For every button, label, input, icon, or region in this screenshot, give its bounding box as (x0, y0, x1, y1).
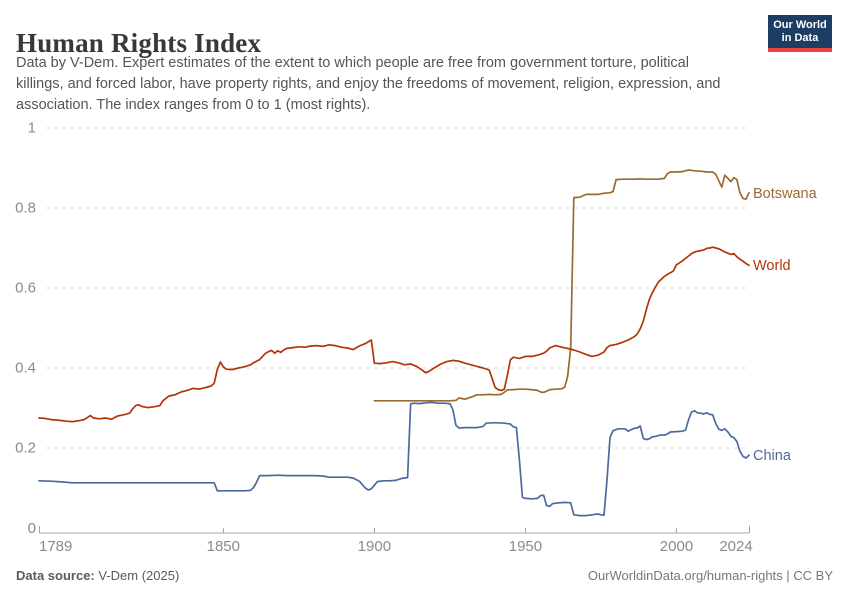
page-title: Human Rights Index (16, 28, 262, 59)
x-axis-tick-label: 2000 (660, 538, 693, 555)
x-axis-tick-label: 1900 (358, 538, 391, 555)
x-axis-tick-label: 1850 (207, 538, 240, 555)
owid-logo-line2: in Data (781, 32, 819, 44)
series-label-china[interactable]: China (753, 448, 792, 464)
data-source-value: V-Dem (2025) (94, 568, 180, 583)
chart-subtitle: Data by V-Dem. Expert estimates of the e… (16, 53, 720, 116)
y-axis-tick-label: 1 (28, 120, 36, 137)
x-axis-tick-label: 1950 (509, 538, 542, 555)
data-source-note: Data source: V-Dem (2025) (16, 568, 179, 583)
series-label-world[interactable]: World (753, 258, 791, 274)
subtitle-line: Data by V-Dem. Expert estimates of the e… (16, 55, 689, 71)
owid-logo-line1: Our World (773, 19, 827, 31)
y-axis-tick-label: 0 (28, 520, 36, 537)
subtitle-line: killings, and forced labor, have propert… (16, 76, 721, 92)
x-axis-tick-label: 2024 (719, 538, 752, 555)
owid-logo[interactable]: Our World in Data (768, 15, 832, 52)
series-label-botswana[interactable]: Botswana (753, 186, 818, 202)
y-axis-tick-label: 0.2 (15, 440, 36, 457)
y-axis-tick-label: 0.6 (15, 280, 36, 297)
credit-link[interactable]: OurWorldinData.org/human-rights | CC BY (587, 568, 833, 583)
y-axis-tick-label: 0.4 (15, 360, 36, 377)
x-axis-tick-label: 1789 (39, 538, 72, 555)
data-source-label: Data source: (16, 568, 95, 583)
subtitle-line: association. The index ranges from 0 to … (16, 97, 371, 113)
series-line-botswana[interactable] (373, 169, 750, 402)
series-line-world[interactable] (38, 246, 750, 423)
series-line-china[interactable] (38, 401, 750, 517)
y-axis-tick-label: 0.8 (15, 200, 36, 217)
